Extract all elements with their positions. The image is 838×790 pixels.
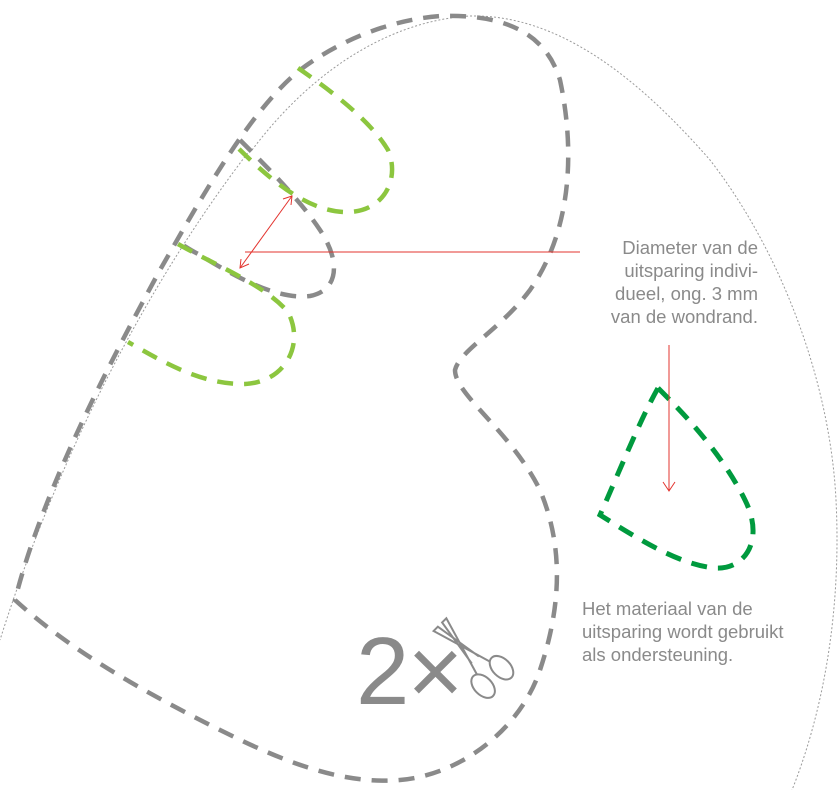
cutout-dark-piece [596, 383, 756, 571]
diameter-note-line: dueel, ong. 3 mm [615, 283, 758, 304]
material-note-line: Het materiaal van de [582, 598, 753, 619]
arrowhead-measure-top [282, 195, 293, 206]
arrow-diameter-measure [239, 195, 293, 269]
arrowhead-vertical [662, 481, 676, 492]
outer-thin-contour [251, 15, 838, 790]
cutout-light-upper [233, 66, 395, 215]
cutout-light-lower [126, 242, 297, 387]
material-note: Het materiaal van de uitsparing wordt ge… [582, 597, 784, 666]
scissors-icon [431, 616, 515, 699]
material-note-line: uitsparing wordt gebruikt [582, 621, 784, 642]
diameter-note-line: uitsparing indivi- [624, 260, 758, 281]
material-note-line: als ondersteuning. [582, 644, 734, 665]
inner-cut-outline [176, 138, 337, 299]
diameter-note-line: Diameter van de [622, 237, 758, 258]
arrowhead-measure-bottom [239, 258, 250, 269]
count-label: 2× [356, 618, 463, 725]
diameter-note-line: van de wondrand. [610, 306, 758, 327]
diameter-note: Diameter van de uitsparing indivi- dueel… [508, 236, 758, 328]
outer-thin-contour-left [0, 149, 251, 641]
dressing-outline [12, 13, 571, 783]
